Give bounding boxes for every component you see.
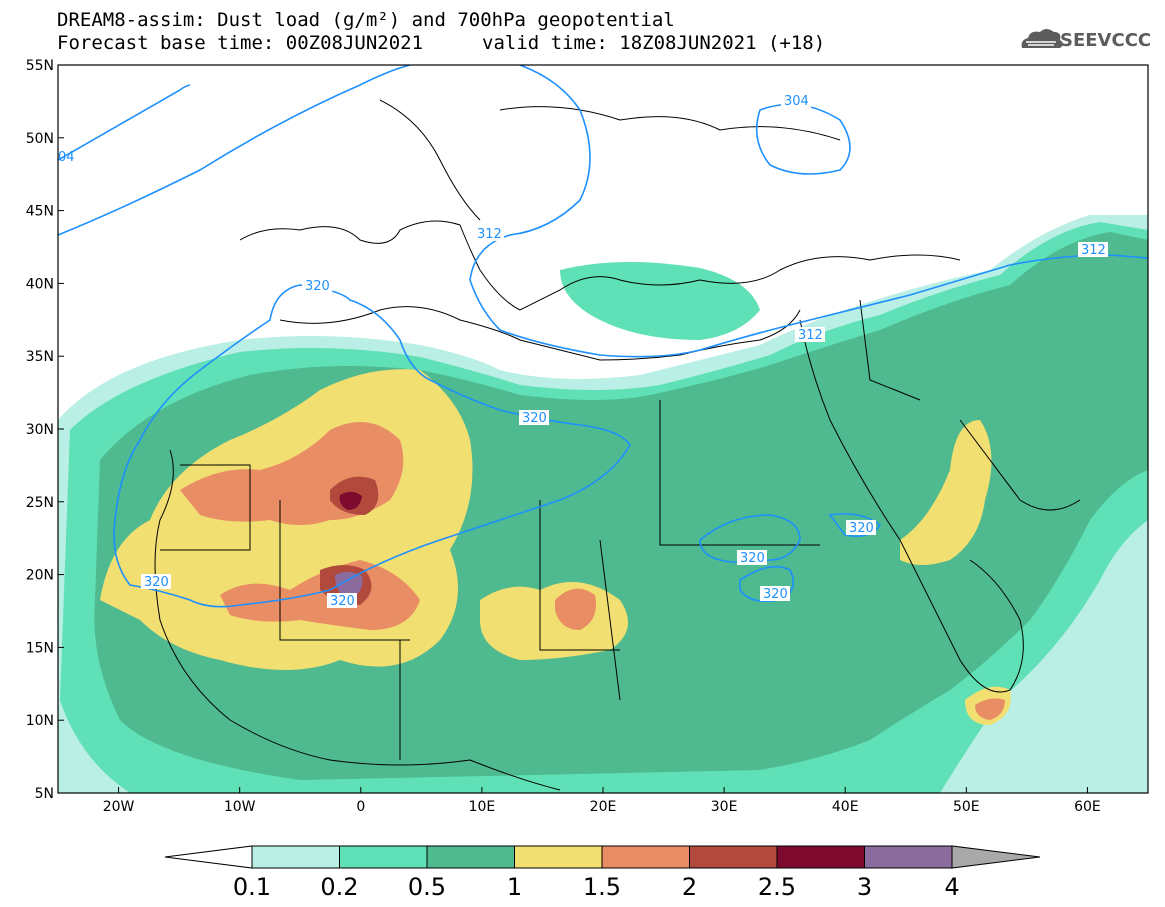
colorbar-label: 2.5 [758,873,796,901]
contour-320-ethiopia [739,565,795,603]
dust-level-2.5 [339,491,362,510]
lon-label: 20E [590,799,617,815]
lat-label: 55N [26,58,54,74]
valid-time: valid time: 18Z08JUN2021 (+18) [482,32,826,54]
contour-label-312-caspian: 312 [1081,243,1106,258]
coastlines [154,99,1081,791]
dust-fields [58,215,1148,793]
colorbar-label: 1.5 [583,873,621,901]
contour-312-west [58,65,411,236]
contour-312 [469,65,1148,358]
lat-label: 30N [26,422,54,438]
dust-level-1.5-yemen [975,698,1005,720]
cloud-logo-icon [1021,29,1063,48]
contour-label-320-libya: 320 [522,411,547,426]
colorbar-label: 3 [857,873,872,901]
colorbar-swatch [776,845,865,869]
colorbar-label: 0.1 [233,873,271,901]
lon-label: 40E [832,799,859,815]
logo-text: SEEVCCC [1060,30,1152,51]
colorbar-label: 0.5 [408,873,446,901]
contour-label-312-italy: 312 [477,227,502,242]
colorbar: 0.1 0.2 0.5 1 1.5 2 2.5 3 4 [164,845,1041,901]
contour-label-320-ethiopia: 320 [763,587,788,602]
contour-320-north [113,284,631,608]
lon-label: 30E [711,799,738,815]
contour-label-320-mali: 320 [330,594,355,609]
lon-label: 20W [103,799,135,815]
dust-level-1-arabia [900,420,992,565]
lat-label: 25N [26,495,54,511]
colorbar-under-triangle [164,845,253,869]
dust-level-1-chad [480,582,628,660]
contour-labels: 304 312 312 312 320 320 320 320 320 320 … [58,93,1108,609]
forecast-base-time: Forecast base time: 00Z08JUN2021 [57,32,424,54]
contour-04 [58,84,191,161]
lon-label: 50E [953,799,980,815]
colorbar-swatch [251,845,340,869]
lon-label: 0 [356,799,365,815]
contour-320-sudan [699,514,801,564]
colorbar-swatch [601,845,690,869]
dust-level-1.5-sudan [555,588,596,630]
dust-level-3 [335,571,363,598]
colorbar-label: 0.2 [320,873,358,901]
contour-320-arabia [828,512,882,538]
contour-label-320-west: 320 [144,575,169,590]
map-title: DREAM8-assim: Dust load (g/m²) and 700hP… [57,9,675,31]
colorbar-over-triangle [951,845,1041,869]
lat-label: 10N [26,713,54,729]
colorbar-swatch [689,845,778,869]
lat-label: 40N [26,276,54,292]
colorbar-label: 2 [682,873,697,901]
contour-label-320-sudan: 320 [740,551,765,566]
lon-label: 10W [224,799,256,815]
lon-label: 60E [1074,799,1101,815]
lat-label: 45N [26,204,54,220]
axis-ticks: 55N 50N 45N 40N 35N 30N 25N 20N 15N 10N 5N 20W 10W 0 1… [26,58,1101,815]
contour-label-320-spain: 320 [305,279,330,294]
lon-label: 10E [469,799,496,815]
geopotential-contours [58,65,1148,608]
lat-label: 20N [26,568,54,584]
dust-level-1.5-mali [220,560,420,630]
lat-label: 50N [26,131,54,147]
lat-label: 35N [26,349,54,365]
contour-label-312-turkey: 312 [798,328,823,343]
lat-label: 5N [35,786,54,802]
colorbar-swatch [426,845,515,869]
lat-label: 15N [26,640,54,656]
contour-label-304: 304 [784,94,809,109]
colorbar-swatch [514,845,603,869]
contour-label-04: 04 [58,150,75,165]
colorbar-swatch [339,845,428,869]
colorbar-swatch [864,845,953,869]
colorbar-label: 1 [507,873,522,901]
colorbar-label: 4 [944,873,959,901]
contour-label-320-arabia: 320 [849,521,874,536]
